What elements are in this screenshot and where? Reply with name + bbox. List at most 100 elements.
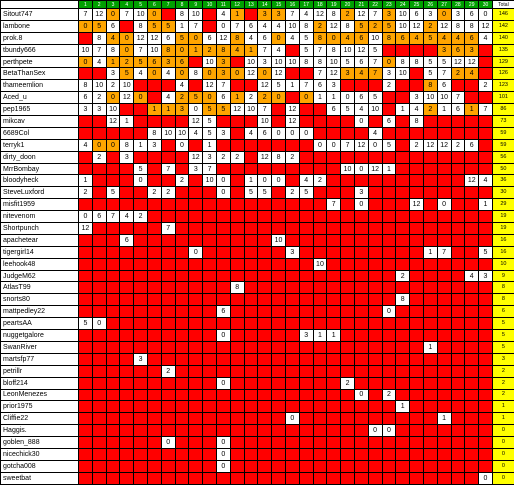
day-column-header: 11 — [216, 1, 230, 9]
score-cell — [134, 258, 148, 270]
score-cell: 3 — [341, 68, 355, 80]
player-name: goblen_888 — [1, 437, 79, 449]
score-cell: 8 — [396, 294, 410, 306]
score-cell — [327, 389, 341, 401]
score-cell — [396, 282, 410, 294]
score-cell: 3 — [382, 9, 396, 21]
score-cell — [382, 413, 396, 425]
score-cell: 0 — [285, 127, 299, 139]
score-cell — [368, 365, 382, 377]
score-cell: 12 — [106, 116, 120, 128]
score-cell — [79, 282, 93, 294]
score-cell: 3 — [175, 104, 189, 116]
score-cell — [161, 139, 175, 151]
score-cell: 6 — [451, 44, 465, 56]
score-cell — [341, 448, 355, 460]
score-cell — [258, 163, 272, 175]
score-cell — [382, 246, 396, 258]
total-cell: 5 — [492, 330, 514, 342]
score-cell — [313, 116, 327, 128]
score-cell — [203, 437, 217, 449]
score-cell — [161, 80, 175, 92]
score-cell — [230, 472, 244, 484]
score-cell — [465, 246, 479, 258]
score-cell: 10 — [285, 56, 299, 68]
score-cell — [423, 211, 437, 223]
score-cell — [341, 211, 355, 223]
score-cell — [189, 139, 203, 151]
player-name: mattpedley22 — [1, 306, 79, 318]
score-cell: 0 — [92, 139, 106, 151]
score-cell — [230, 223, 244, 235]
score-cell: 6 — [354, 32, 368, 44]
total-cell: 86 — [492, 104, 514, 116]
score-cell — [465, 389, 479, 401]
score-cell — [341, 413, 355, 425]
score-cell — [396, 116, 410, 128]
score-cell — [410, 270, 424, 282]
score-cell — [382, 151, 396, 163]
score-cell: 2 — [410, 139, 424, 151]
score-cell — [313, 353, 327, 365]
score-cell — [451, 175, 465, 187]
score-cell: 5 — [134, 163, 148, 175]
score-cell: 2 — [341, 9, 355, 21]
score-cell: 10 — [79, 44, 93, 56]
total-cell: 5 — [492, 318, 514, 330]
score-cell: 0 — [258, 68, 272, 80]
score-cell — [175, 318, 189, 330]
score-cell — [410, 127, 424, 139]
score-cell — [258, 401, 272, 413]
score-cell — [230, 258, 244, 270]
score-cell — [327, 425, 341, 437]
score-cell — [189, 377, 203, 389]
score-cell — [410, 187, 424, 199]
score-cell — [382, 318, 396, 330]
score-cell — [327, 365, 341, 377]
score-cell — [299, 104, 313, 116]
score-cell — [272, 472, 286, 484]
day-column-header: 12 — [230, 1, 244, 9]
score-cell — [92, 234, 106, 246]
score-cell: 8 — [230, 282, 244, 294]
score-cell: 1 — [189, 44, 203, 56]
score-cell — [451, 437, 465, 449]
score-cell — [341, 353, 355, 365]
player-name: Sitout747 — [1, 9, 79, 21]
score-cell — [465, 127, 479, 139]
score-cell — [230, 401, 244, 413]
score-cell: 1 — [465, 104, 479, 116]
day-column-header: 20 — [341, 1, 355, 9]
score-cell — [272, 425, 286, 437]
score-cell — [258, 425, 272, 437]
score-cell — [175, 341, 189, 353]
score-cell: 8 — [147, 127, 161, 139]
score-cell: 4 — [216, 9, 230, 21]
score-cell — [134, 365, 148, 377]
score-cell: 0 — [327, 139, 341, 151]
score-cell — [244, 353, 258, 365]
score-cell: 2 — [230, 151, 244, 163]
score-cell — [368, 330, 382, 342]
score-cell — [230, 448, 244, 460]
score-cell: 12 — [258, 80, 272, 92]
score-cell — [120, 258, 134, 270]
score-cell: 12 — [410, 199, 424, 211]
score-cell: 6 — [354, 92, 368, 104]
total-cell: 101 — [492, 92, 514, 104]
score-cell: 0 — [79, 20, 93, 32]
score-cell — [134, 472, 148, 484]
score-cell — [272, 413, 286, 425]
score-cell: 6 — [216, 92, 230, 104]
score-cell — [161, 448, 175, 460]
score-cell — [423, 127, 437, 139]
score-cell — [341, 234, 355, 246]
score-cell — [189, 199, 203, 211]
score-cell — [299, 270, 313, 282]
score-cell — [423, 437, 437, 449]
score-cell: 5 — [272, 80, 286, 92]
score-cell — [134, 282, 148, 294]
score-cell — [354, 223, 368, 235]
